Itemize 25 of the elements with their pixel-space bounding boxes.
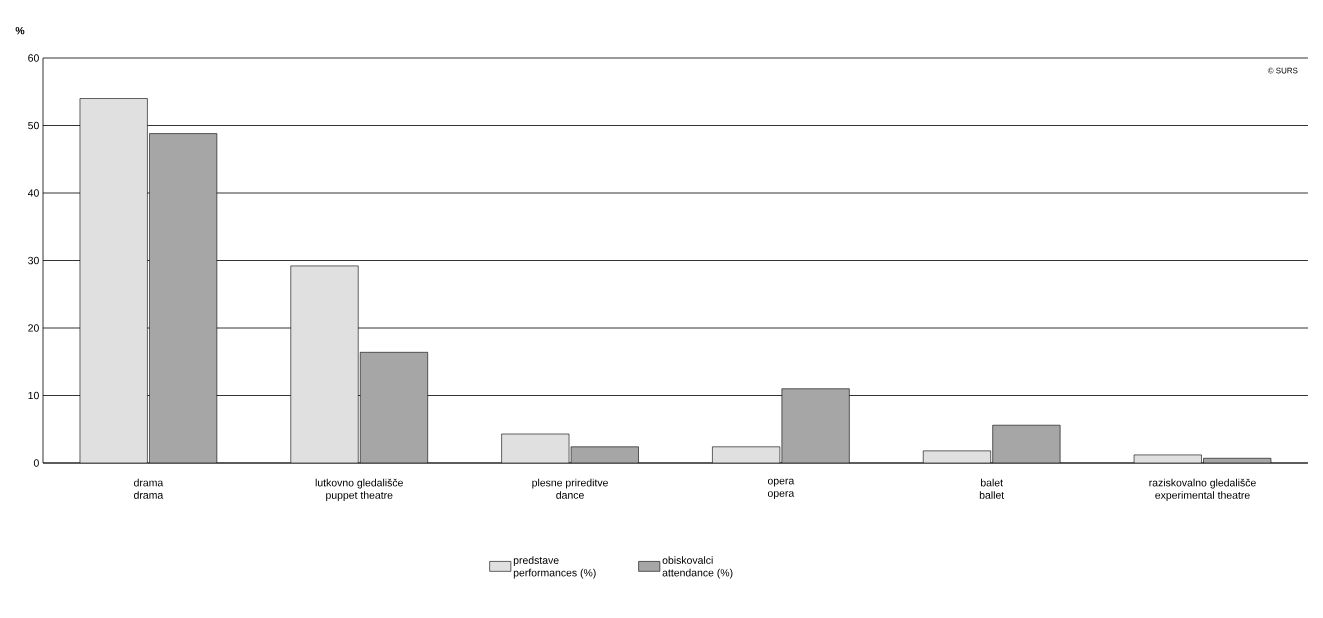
bar xyxy=(359,352,428,463)
bar xyxy=(149,133,218,463)
bar xyxy=(992,424,1061,463)
bar xyxy=(781,388,850,463)
x-tick-label: raziskovalno gledališče experimental theatre xyxy=(1149,478,1256,501)
legend-label: obiskovalci attendance (%) xyxy=(662,556,733,579)
bar xyxy=(501,433,570,463)
y-tick-label: 20 xyxy=(28,324,39,332)
y-tick-label: 10 xyxy=(28,391,39,400)
x-tick-label: plesne prireditve dance xyxy=(532,478,608,499)
x-tick-label: drama drama xyxy=(134,478,164,499)
y-tick-label: 50 xyxy=(28,121,39,130)
y-tick-label: 40 xyxy=(27,189,39,197)
bar xyxy=(712,446,780,463)
bar xyxy=(570,446,639,463)
y-tick-label: 30 xyxy=(28,256,39,265)
legend-label: predstave performances (%) xyxy=(513,556,596,579)
x-tick-label: lutkovno gledališče puppet theatre xyxy=(315,478,403,501)
x-tick-label: opera opera xyxy=(767,478,795,499)
x-tick-label: balet ballet xyxy=(979,478,1005,499)
y-tick-label: 60 xyxy=(28,54,39,62)
y-tick-label: 0 xyxy=(33,459,39,467)
y-axis-title: % xyxy=(15,26,25,35)
bar xyxy=(290,265,359,463)
bar xyxy=(79,98,148,463)
